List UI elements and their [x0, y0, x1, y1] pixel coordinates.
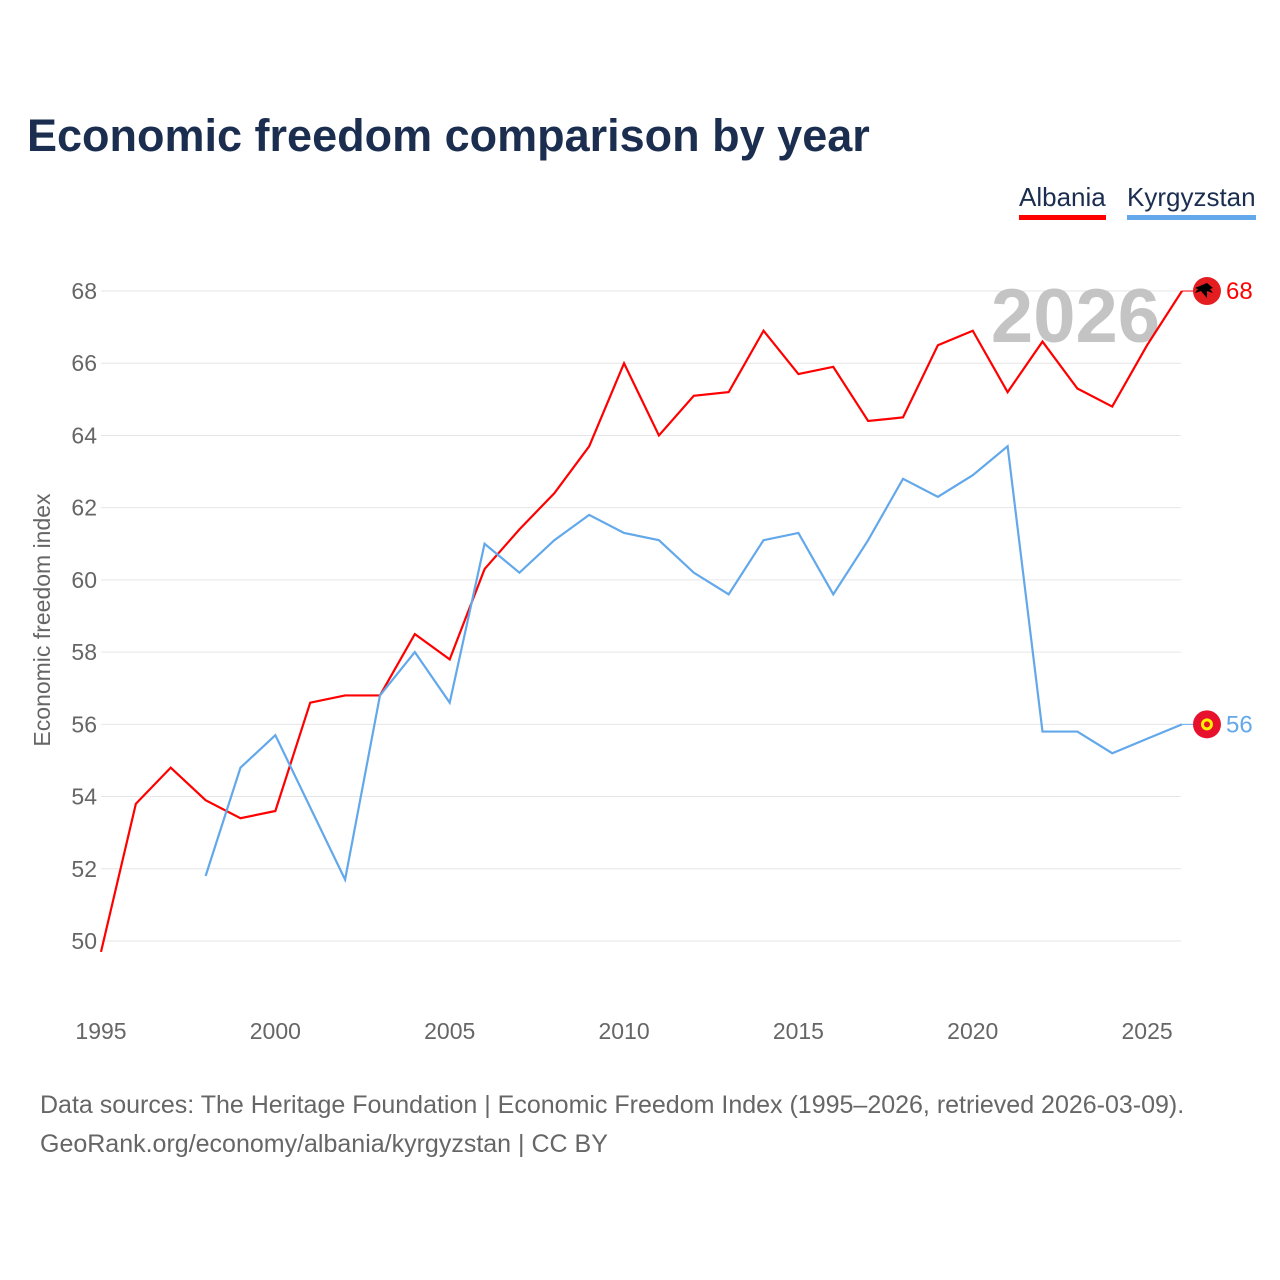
- kyrgyzstan-flag-icon: [1192, 710, 1221, 739]
- y-tick-label: 52: [71, 856, 97, 882]
- albania-flag-icon: [1192, 277, 1221, 306]
- source-text: Data sources: The Heritage Foundation | …: [40, 1091, 1185, 1119]
- series-line-albania: [99, 290, 1183, 953]
- y-tick-label: 50: [71, 928, 97, 954]
- y-tick-label: 62: [71, 495, 97, 521]
- eagle-icon: [1194, 283, 1213, 299]
- legend-albania[interactable]: Albania: [1019, 182, 1106, 220]
- y-tick-label: 56: [71, 711, 97, 737]
- x-tick-label: 2010: [598, 1018, 649, 1044]
- series-line-kyrgyzstan: [204, 444, 1183, 884]
- x-tick-label: 2025: [1122, 1018, 1173, 1044]
- y-tick-label: 66: [71, 350, 97, 376]
- x-tick-label: 2005: [424, 1018, 475, 1044]
- x-tick-label: 1995: [75, 1018, 126, 1044]
- tunduk-icon: [1203, 721, 1210, 728]
- x-tick-label: 2020: [947, 1018, 998, 1044]
- y-axis-label: Economic freedom index: [29, 493, 55, 747]
- source-link[interactable]: GeoRank.org/economy/albania/kyrgyzstan |…: [40, 1130, 608, 1158]
- end-value-label: 56: [1226, 711, 1253, 738]
- legend-kyrgyzstan[interactable]: Kyrgyzstan: [1127, 182, 1256, 220]
- y-tick-label: 68: [71, 278, 97, 304]
- chart-title: Economic freedom comparison by year: [27, 110, 870, 161]
- end-value-label: 68: [1226, 278, 1253, 305]
- y-tick-label: 60: [71, 567, 97, 593]
- footer: Data sources: The Heritage Foundation | …: [40, 1086, 1184, 1164]
- y-tick-label: 64: [71, 422, 97, 448]
- y-tick-label: 54: [71, 784, 97, 810]
- year-watermark: 2026: [991, 274, 1160, 359]
- y-tick-label: 58: [71, 639, 97, 665]
- x-tick-label: 2000: [250, 1018, 301, 1044]
- x-tick-label: 2015: [773, 1018, 824, 1044]
